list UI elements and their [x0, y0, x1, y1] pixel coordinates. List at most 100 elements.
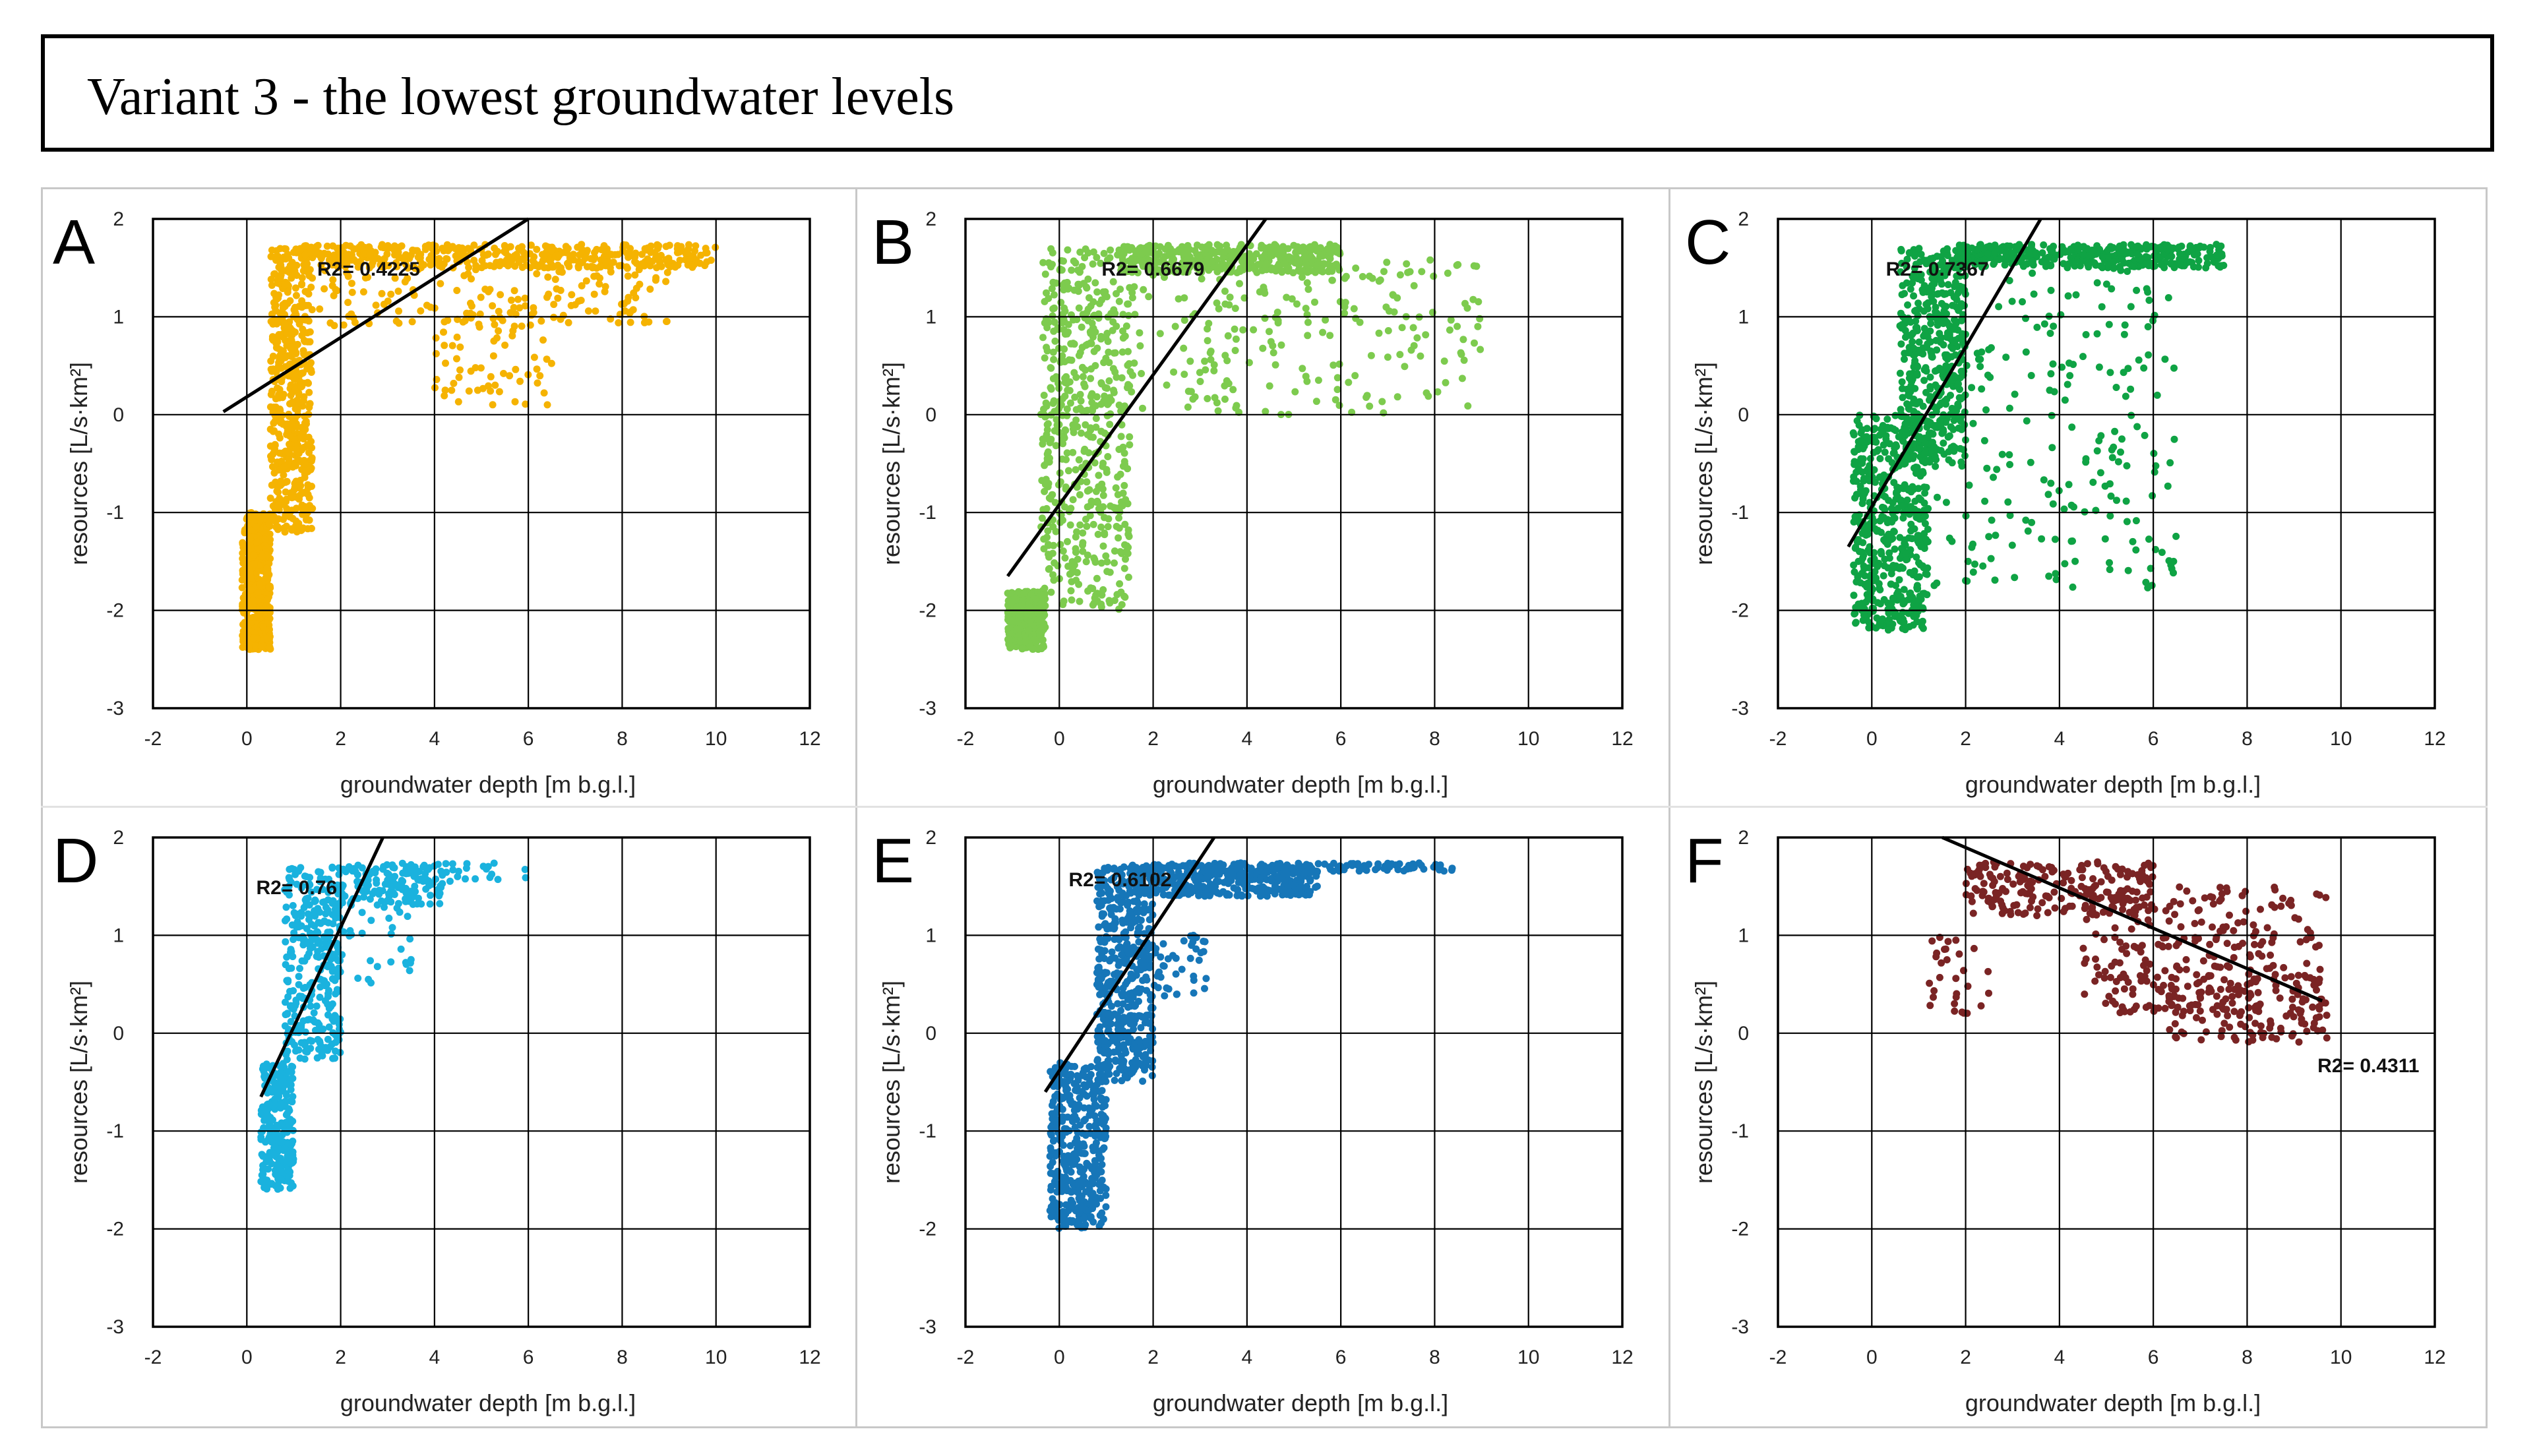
data-point	[2123, 462, 2131, 470]
data-point	[276, 406, 284, 414]
data-point	[2066, 372, 2074, 380]
x-tick-label: 8	[617, 728, 628, 750]
data-point	[1889, 499, 1897, 506]
data-point	[1917, 543, 1925, 551]
data-point	[1022, 638, 1029, 646]
data-point	[1170, 368, 1178, 376]
data-point	[2064, 292, 2072, 300]
data-point	[546, 257, 554, 264]
data-point	[1061, 554, 1069, 562]
data-point	[323, 242, 331, 250]
data-point	[1113, 522, 1120, 530]
data-point	[574, 243, 582, 251]
data-point	[1362, 394, 1370, 401]
data-point	[1424, 392, 1432, 400]
data-point	[454, 315, 462, 323]
data-point	[490, 337, 498, 345]
data-point	[238, 584, 246, 592]
data-point	[1083, 284, 1091, 292]
data-point	[292, 517, 300, 525]
data-point	[1066, 399, 1074, 407]
data-point	[1426, 256, 1434, 264]
data-point	[1893, 489, 1900, 497]
data-point	[1079, 373, 1087, 380]
data-point	[1224, 332, 1232, 340]
data-point	[2170, 435, 2178, 443]
data-point	[1142, 248, 1150, 255]
data-point	[1880, 572, 1887, 580]
data-point	[2079, 353, 2087, 361]
data-point	[257, 643, 265, 651]
data-point	[1352, 264, 1360, 272]
data-point	[1928, 287, 1936, 295]
data-point	[452, 245, 460, 253]
data-point	[293, 423, 301, 431]
data-point	[435, 262, 443, 270]
data-point	[2106, 512, 2114, 520]
data-point	[1029, 645, 1037, 653]
data-point	[281, 320, 289, 328]
data-point	[1454, 260, 1462, 268]
x-tick-label: 4	[2054, 728, 2065, 750]
data-point	[1303, 279, 1311, 287]
data-point	[635, 266, 643, 274]
data-point	[1891, 514, 1899, 522]
data-point	[2049, 360, 2057, 368]
data-point	[1957, 417, 1965, 425]
data-point	[303, 288, 311, 295]
data-point	[1145, 293, 1153, 301]
data-point	[2038, 535, 2046, 543]
data-point	[627, 308, 634, 316]
data-point	[1040, 392, 1048, 399]
data-point	[1948, 459, 1956, 467]
data-point	[627, 245, 634, 253]
data-point	[2045, 572, 2053, 580]
data-point	[284, 280, 291, 288]
data-point	[1851, 448, 1858, 456]
data-point	[1040, 545, 1048, 553]
data-point	[1880, 514, 1887, 522]
x-tick-label: 6	[1335, 728, 1347, 750]
data-point	[272, 523, 280, 531]
y-tick-label: 1	[113, 306, 124, 328]
data-point	[244, 547, 252, 555]
data-point	[2089, 478, 2097, 486]
data-point	[1864, 594, 1872, 602]
data-point	[1118, 601, 1126, 609]
data-point	[304, 379, 311, 386]
data-point	[1120, 481, 1128, 489]
data-point	[266, 643, 274, 651]
data-point	[2004, 498, 2012, 506]
data-point	[453, 333, 461, 341]
data-point	[2047, 286, 2055, 294]
data-point	[1899, 282, 1907, 289]
data-point	[1932, 462, 1940, 470]
scatter-points	[1004, 241, 1484, 653]
data-point	[1326, 332, 1334, 340]
data-point	[537, 260, 545, 268]
data-point	[2217, 263, 2224, 271]
data-point	[303, 508, 311, 515]
data-point	[1049, 249, 1056, 257]
data-point	[239, 637, 247, 645]
data-point	[1124, 573, 1132, 581]
data-point	[1396, 351, 1404, 359]
data-point	[636, 280, 644, 288]
data-point	[1909, 338, 1916, 346]
data-point	[267, 452, 274, 460]
data-point	[1231, 325, 1239, 333]
data-point	[297, 482, 305, 490]
data-point	[461, 317, 469, 324]
data-point	[443, 255, 451, 263]
data-point	[348, 288, 356, 296]
data-point	[1356, 318, 1364, 326]
data-point	[1915, 514, 1923, 522]
data-point	[1902, 550, 1910, 557]
data-point	[2097, 432, 2105, 440]
data-point	[564, 260, 571, 268]
data-point	[1298, 245, 1306, 253]
data-point	[1957, 300, 1965, 308]
data-point	[559, 311, 567, 319]
data-point	[1923, 591, 1931, 599]
data-point	[1944, 281, 1952, 289]
